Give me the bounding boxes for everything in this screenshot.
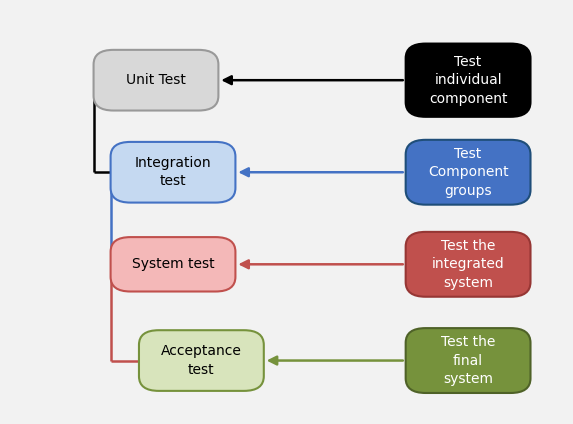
Text: Test
individual
component: Test individual component — [429, 55, 507, 106]
FancyBboxPatch shape — [406, 140, 531, 205]
Text: Acceptance
test: Acceptance test — [161, 344, 242, 377]
Text: Test the
integrated
system: Test the integrated system — [431, 239, 504, 290]
FancyBboxPatch shape — [406, 44, 531, 117]
FancyBboxPatch shape — [93, 50, 218, 111]
FancyBboxPatch shape — [406, 328, 531, 393]
Text: Integration
test: Integration test — [135, 156, 211, 188]
FancyBboxPatch shape — [111, 142, 236, 203]
FancyBboxPatch shape — [111, 237, 236, 292]
Text: Test
Component
groups: Test Component groups — [428, 147, 508, 198]
Text: System test: System test — [132, 257, 214, 271]
FancyBboxPatch shape — [139, 330, 264, 391]
Text: Test the
final
system: Test the final system — [441, 335, 495, 386]
Text: Unit Test: Unit Test — [126, 73, 186, 87]
FancyBboxPatch shape — [406, 232, 531, 297]
